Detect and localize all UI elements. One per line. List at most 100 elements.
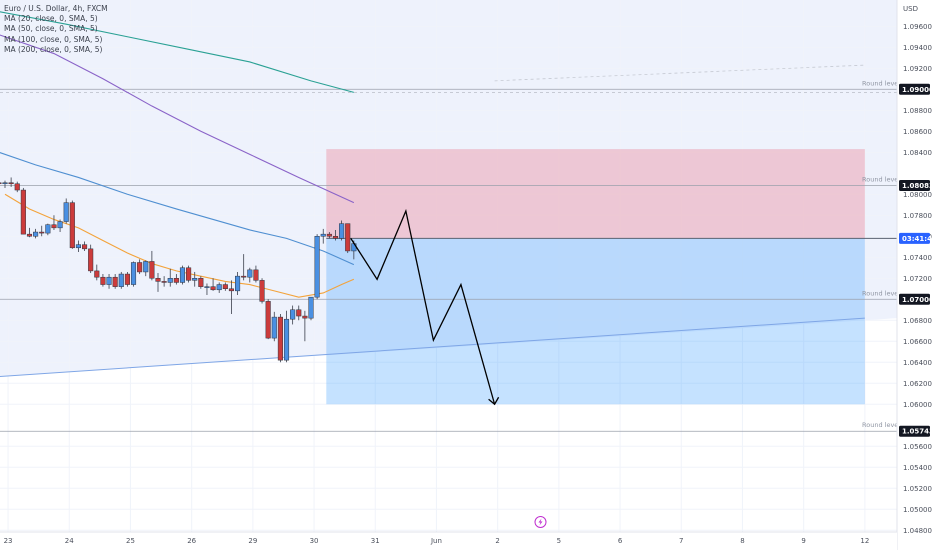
- support-trendline[interactable]: [0, 317, 865, 377]
- overlay-lines: [0, 64, 897, 432]
- projection-line[interactable]: [350, 208, 496, 405]
- candle[interactable]: [302, 310, 308, 342]
- time-axis[interactable]: 23 24 25 26 29 30 31 Jun 2 5 6 7 8 9 12: [0, 516, 897, 550]
- candle-body: [167, 278, 173, 283]
- candle[interactable]: [130, 261, 137, 287]
- candle[interactable]: [33, 228, 39, 239]
- candle[interactable]: [118, 271, 124, 289]
- candle[interactable]: [253, 265, 259, 283]
- candle[interactable]: [75, 240, 81, 252]
- legend-ma100[interactable]: MA (100, close, 0, SMA, 5): [4, 34, 103, 44]
- candle[interactable]: [332, 229, 339, 241]
- candle-body: [106, 276, 112, 285]
- candle[interactable]: [265, 299, 271, 340]
- price-badge-text: 1.07000: [902, 296, 932, 304]
- candle[interactable]: [39, 225, 45, 237]
- candle[interactable]: [82, 241, 88, 251]
- candle-body: [75, 244, 81, 249]
- candle[interactable]: [149, 250, 155, 281]
- take-profit-zone[interactable]: [326, 238, 865, 405]
- candle[interactable]: [186, 265, 192, 283]
- price-tick: 1.06400: [903, 359, 932, 367]
- candle-body: [290, 309, 296, 320]
- candle[interactable]: [235, 271, 241, 296]
- candle[interactable]: [26, 227, 33, 238]
- legend-ma50[interactable]: MA (50, close, 0, SMA, 5): [4, 24, 98, 34]
- candle[interactable]: [167, 268, 173, 287]
- candle[interactable]: [277, 313, 283, 363]
- candle[interactable]: [259, 278, 265, 304]
- candle[interactable]: [283, 310, 290, 363]
- candle[interactable]: [2, 180, 8, 188]
- round-level-label: Round level: [862, 289, 900, 297]
- candle[interactable]: [198, 276, 204, 289]
- price-axis[interactable]: USD 1.09600 1.09400 1.09200 1.08800 1.08600 1.…: [896, 0, 932, 550]
- candle[interactable]: [308, 296, 314, 321]
- candle[interactable]: [326, 232, 332, 239]
- candle[interactable]: [216, 282, 222, 293]
- candle-body: [51, 224, 57, 229]
- candle-body: [210, 286, 216, 291]
- candle-body: [57, 221, 63, 229]
- candle[interactable]: [88, 244, 94, 273]
- candle[interactable]: [100, 274, 106, 287]
- candle[interactable]: [271, 311, 277, 342]
- candle-body: [112, 276, 118, 287]
- candle[interactable]: [296, 305, 302, 321]
- candle[interactable]: [63, 198, 69, 224]
- candle[interactable]: [69, 200, 75, 249]
- candle[interactable]: [20, 187, 26, 235]
- ma50-line[interactable]: [0, 150, 355, 266]
- candle[interactable]: [51, 215, 57, 230]
- stop-loss-zone[interactable]: [326, 149, 865, 239]
- candle[interactable]: [94, 264, 100, 281]
- candle-body: [137, 262, 143, 273]
- candle[interactable]: [222, 282, 228, 291]
- candle[interactable]: [143, 260, 149, 277]
- candle[interactable]: [339, 220, 345, 241]
- candle-body: [216, 284, 222, 291]
- candles[interactable]: [0, 177, 357, 363]
- candle[interactable]: [45, 223, 51, 236]
- candle[interactable]: [8, 177, 14, 187]
- price-badge[interactable]: [899, 425, 930, 437]
- candle-body: [265, 301, 271, 339]
- candle[interactable]: [241, 254, 247, 281]
- ma100-line[interactable]: [0, 33, 355, 204]
- candle-body: [100, 276, 106, 285]
- candle[interactable]: [320, 228, 326, 244]
- candle-body: [45, 224, 51, 234]
- legend-ma20[interactable]: MA (20, close, 0, SMA, 5): [4, 14, 98, 24]
- candle[interactable]: [204, 283, 210, 296]
- candle-body: [155, 278, 161, 282]
- candle[interactable]: [106, 274, 112, 289]
- ma200-line[interactable]: [0, 11, 354, 93]
- candle[interactable]: [137, 259, 143, 275]
- candle[interactable]: [314, 234, 320, 300]
- candle[interactable]: [247, 267, 253, 283]
- candle[interactable]: [112, 274, 118, 289]
- chart-title: Euro / U.S. Dollar, 4h, FXCM: [4, 4, 108, 13]
- candle[interactable]: [290, 305, 296, 325]
- candle[interactable]: [345, 223, 351, 254]
- price-badge[interactable]: [899, 180, 930, 192]
- price-badge[interactable]: [899, 83, 930, 95]
- candle[interactable]: [161, 276, 167, 287]
- candle[interactable]: [155, 273, 161, 292]
- candle[interactable]: [0, 177, 2, 185]
- candle[interactable]: [124, 271, 130, 287]
- candle[interactable]: [210, 278, 216, 291]
- candle[interactable]: [57, 219, 63, 233]
- candle-body: [8, 182, 14, 184]
- candle[interactable]: [179, 265, 186, 285]
- candle[interactable]: [228, 280, 234, 314]
- candle-body: [143, 261, 149, 273]
- price-badge[interactable]: [899, 293, 930, 305]
- candle[interactable]: [14, 181, 20, 193]
- legend-ma200[interactable]: MA (200, close, 0, SMA, 5): [4, 44, 103, 54]
- price-badge[interactable]: [899, 232, 930, 244]
- candle[interactable]: [173, 274, 179, 285]
- price-badge-text: 03:41:44: [902, 235, 932, 243]
- candle[interactable]: [192, 271, 198, 287]
